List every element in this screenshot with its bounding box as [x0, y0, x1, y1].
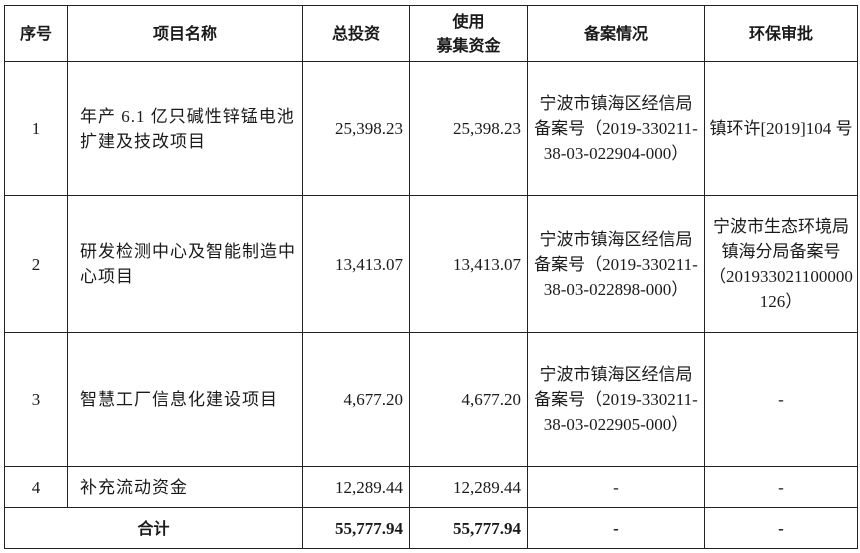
cell-filing: 宁波市镇海区经信局备案号（2019-330211-38-03-022898-00… — [527, 195, 705, 333]
cell-name: 补充流动资金 — [67, 466, 303, 508]
table-row: 3 智慧工厂信息化建设项目 4,677.20 4,677.20 宁波市镇海区经信… — [4, 332, 858, 467]
cell-filing: 宁波市镇海区经信局备案号（2019-330211-38-03-022904-00… — [527, 61, 705, 196]
cell-raised: 25,398.23 — [409, 61, 528, 196]
cell-name: 年产 6.1 亿只碱性锌锰电池扩建及技改项目 — [67, 61, 303, 196]
cell-filing: 宁波市镇海区经信局备案号（2019-330211-38-03-022905-00… — [527, 332, 705, 467]
cell-total: 25,398.23 — [302, 61, 410, 196]
cell-no: 3 — [4, 332, 68, 467]
header-filing: 备案情况 — [527, 5, 705, 62]
cell-no: 2 — [4, 195, 68, 333]
cell-raised: 13,413.07 — [409, 195, 528, 333]
cell-env: - — [704, 332, 858, 467]
cell-env: 镇环许[2019]104 号 — [704, 61, 858, 196]
cell-total: 4,677.20 — [302, 332, 410, 467]
total-env: - — [704, 507, 858, 549]
cell-no: 1 — [4, 61, 68, 196]
cell-no: 4 — [4, 466, 68, 508]
cell-total: 13,413.07 — [302, 195, 410, 333]
fundraising-projects-table: 序号 项目名称 总投资 使用募集资金 备案情况 环保审批 1 年产 6.1 亿只… — [4, 5, 858, 549]
table-row: 1 年产 6.1 亿只碱性锌锰电池扩建及技改项目 25,398.23 25,39… — [4, 61, 858, 196]
total-total: 55,777.94 — [302, 507, 410, 549]
table-row: 4 补充流动资金 12,289.44 12,289.44 - - — [4, 466, 858, 508]
total-filing: - — [527, 507, 705, 549]
cell-filing: - — [527, 466, 705, 508]
header-raised-line2: 募集资金 — [436, 35, 501, 55]
cell-name: 智慧工厂信息化建设项目 — [67, 332, 303, 467]
header-no: 序号 — [4, 5, 68, 62]
table-row: 2 研发检测中心及智能制造中心项目 13,413.07 13,413.07 宁波… — [4, 195, 858, 333]
header-env: 环保审批 — [704, 5, 858, 62]
total-row: 合计 55,777.94 55,777.94 - - — [4, 507, 858, 549]
cell-raised: 12,289.44 — [409, 466, 528, 508]
header-name: 项目名称 — [67, 5, 303, 62]
cell-env: 宁波市生态环境局镇海分局备案号（201933021100000126） — [704, 195, 858, 333]
cell-env: - — [704, 466, 858, 508]
cell-total: 12,289.44 — [302, 466, 410, 508]
header-raised: 使用 募集资金 — [409, 5, 528, 62]
total-label: 合计 — [4, 507, 303, 549]
cell-name: 研发检测中心及智能制造中心项目 — [67, 195, 303, 333]
total-raised: 55,777.94 — [409, 507, 528, 549]
header-raised-line1: 使用 — [452, 11, 485, 31]
header-row: 序号 项目名称 总投资 使用募集资金 备案情况 环保审批 — [4, 5, 858, 62]
cell-raised: 4,677.20 — [409, 332, 528, 467]
header-total: 总投资 — [302, 5, 410, 62]
